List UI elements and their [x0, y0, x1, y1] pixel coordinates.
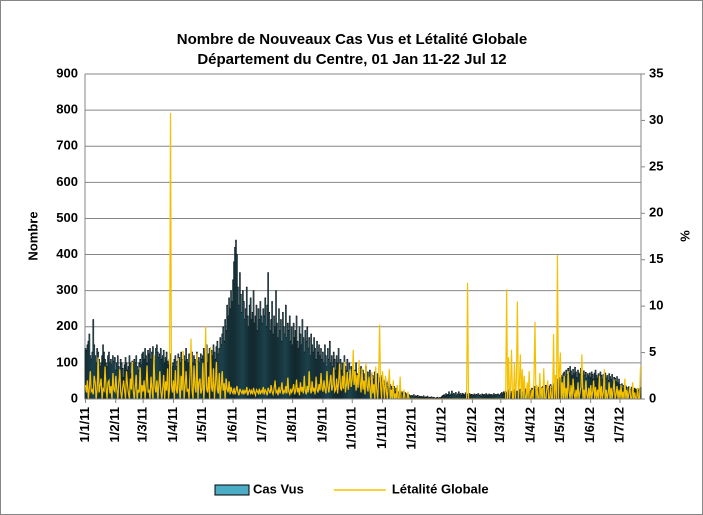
- x-tick-label: 1/4/12: [523, 407, 538, 443]
- legend-label: Cas Vus: [253, 481, 304, 496]
- legend-swatch: [214, 484, 250, 496]
- x-tick-label: 1/1/12: [434, 407, 449, 443]
- y-tick-label: 500: [56, 210, 78, 225]
- y2-axis-label: %: [678, 230, 693, 242]
- legend-label: Létalité Globale: [392, 481, 489, 496]
- y-tick-label: 700: [56, 138, 78, 153]
- x-tick-label: 1/5/12: [552, 407, 567, 443]
- x-tick-label: 1/2/12: [464, 407, 479, 443]
- x-tick-label: 1/10/11: [344, 407, 359, 450]
- x-tick-label: 1/12/11: [403, 407, 418, 450]
- y-tick-label: 600: [56, 174, 78, 189]
- y-tick-label: 400: [56, 246, 78, 261]
- x-tick-label: 1/1/11: [77, 407, 92, 442]
- chart-title: Nombre de Nouveaux Cas Vus et Létalité G…: [177, 31, 527, 48]
- line: [84, 112, 642, 400]
- y-tick-label: 0: [71, 390, 78, 405]
- y2-tick-label: 20: [649, 205, 663, 220]
- x-tick-label: 1/4/11: [165, 407, 180, 442]
- x-tick-label: 1/3/12: [492, 407, 507, 443]
- x-tick-label: 1/11/11: [374, 407, 389, 449]
- y-tick-label: 100: [56, 354, 78, 369]
- y2-tick-label: 30: [649, 112, 663, 127]
- x-tick-label: 1/2/11: [107, 407, 122, 442]
- y-axis-label: Nombre: [25, 211, 40, 260]
- y2-tick-label: 0: [649, 390, 656, 405]
- x-tick-label: 1/8/11: [284, 407, 299, 442]
- y2-tick-label: 35: [649, 65, 663, 80]
- y-tick-label: 200: [56, 318, 78, 333]
- y-tick-label: 800: [56, 102, 78, 117]
- y-tick-label: 900: [56, 65, 78, 80]
- x-tick-label: 1/7/12: [611, 407, 626, 443]
- y2-tick-label: 25: [649, 158, 663, 173]
- x-tick-label: 1/6/11: [224, 407, 239, 442]
- x-tick-label: 1/5/11: [194, 407, 209, 442]
- y2-tick-label: 10: [649, 298, 663, 313]
- y2-tick-label: 15: [649, 251, 663, 266]
- y-tick-label: 300: [56, 282, 78, 297]
- y2-tick-label: 5: [649, 344, 656, 359]
- chart-subtitle: Département du Centre, 01 Jan 11-22 Jul …: [197, 51, 506, 68]
- x-tick-label: 1/9/11: [314, 407, 329, 442]
- x-tick-label: 1/3/11: [135, 407, 150, 442]
- x-tick-label: 1/7/11: [254, 407, 269, 442]
- x-tick-label: 1/6/12: [582, 407, 597, 443]
